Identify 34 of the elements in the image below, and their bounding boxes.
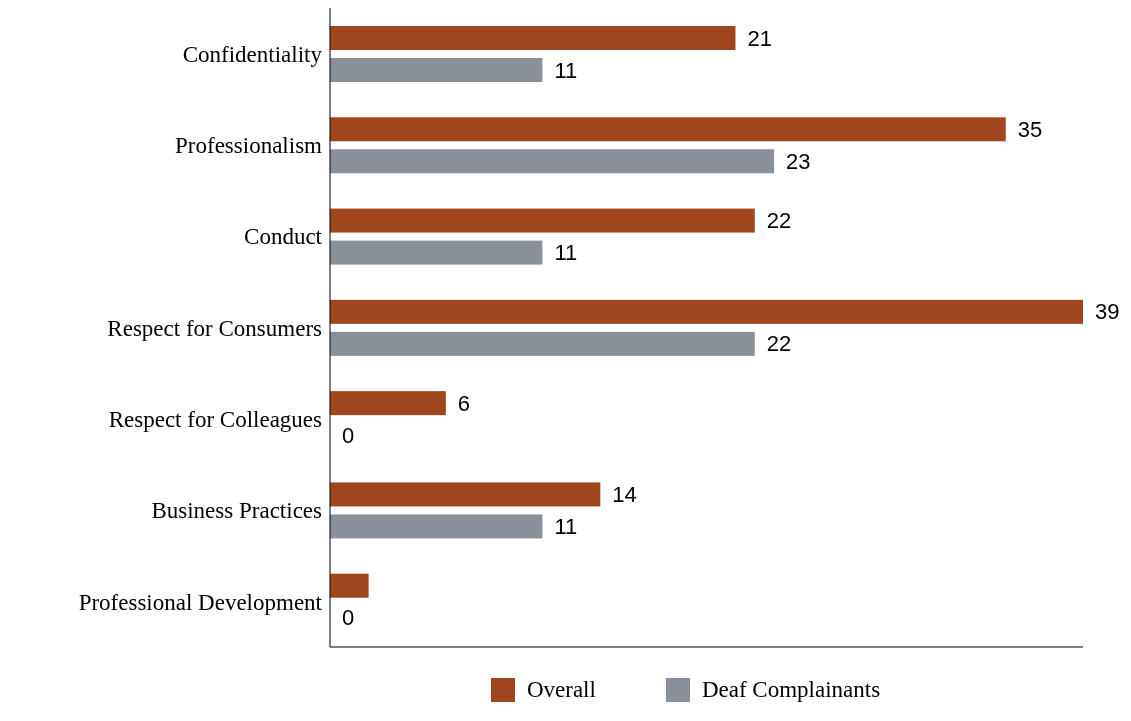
y-tick-label: Respect for Colleagues [108, 406, 323, 432]
bar [330, 331, 755, 356]
data-label: 35 [1017, 116, 1043, 142]
bar [330, 208, 755, 233]
bar [330, 117, 1006, 142]
y-tick-label: Confidentiality [182, 41, 323, 67]
bar [330, 26, 736, 50]
bar [330, 240, 543, 265]
y-tick-label: Respect for Consumers [107, 315, 323, 341]
data-label: 22 [766, 331, 792, 357]
bar [330, 58, 543, 82]
bar [330, 391, 446, 416]
y-tick-label: Business Practices [151, 498, 323, 524]
data-label: 23 [786, 148, 811, 174]
y-tick-label: Professional Development [78, 589, 323, 615]
data-label: 21 [747, 25, 772, 51]
data-label: 0 [342, 605, 355, 631]
bar [330, 573, 369, 598]
data-label: 6 [457, 390, 471, 416]
bar [330, 514, 543, 539]
bar [330, 482, 601, 507]
data-label: 14 [612, 481, 637, 507]
data-label: 39 [1095, 299, 1120, 325]
data-label: 0 [342, 422, 355, 448]
y-tick-label: Conduct [244, 224, 323, 250]
data-label: 22 [766, 208, 792, 234]
bar [330, 149, 775, 174]
data-label: 11 [554, 57, 578, 83]
legend-label: Overall [526, 677, 596, 703]
bar [330, 299, 1083, 324]
y-tick-label: Professionalism [175, 133, 323, 159]
data-label: 11 [554, 240, 578, 266]
legend-label: Deaf Complainants [701, 677, 881, 703]
data-label: 11 [554, 513, 578, 539]
